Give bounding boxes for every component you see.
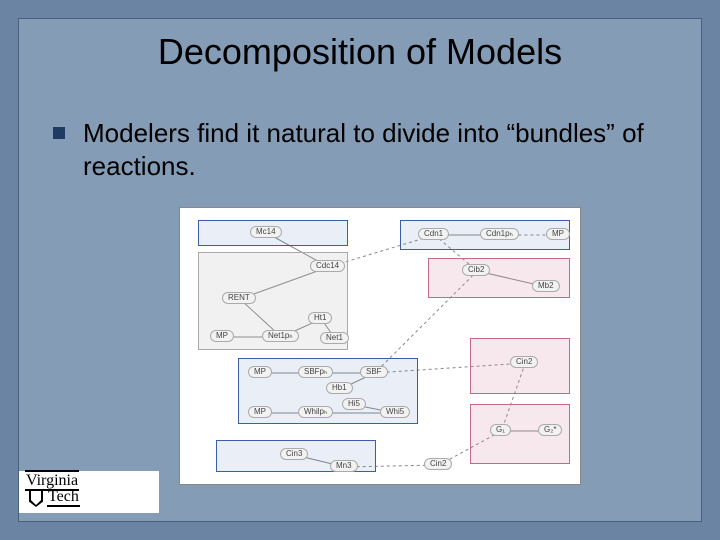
slide-frame: Decomposition of Models Modelers find it…	[18, 18, 702, 522]
diagram-node: Cin2	[424, 458, 452, 470]
model-diagram: Mc14 Cdc14 RENT MP Net1pₕ Ht1 Net1 Cdn1 Cdn1pₕ MP…	[179, 207, 581, 485]
logo-line2: Tech	[47, 489, 80, 507]
diagram-node: G₁	[490, 424, 511, 436]
logo-text: Virginia Tech	[25, 473, 80, 511]
diagram-node: Cin3	[280, 448, 308, 460]
diagram-node: Cdn1pₕ	[480, 228, 519, 240]
diagram-node: RENT	[222, 292, 256, 304]
bullet-icon	[53, 127, 65, 139]
diagram-node: G₂*	[538, 424, 562, 436]
diagram-node: Net1pₕ	[262, 330, 299, 342]
diagram-node: Ht1	[308, 312, 332, 324]
diagram-node: MP	[210, 330, 234, 342]
diagram-node: Mc14	[250, 226, 282, 238]
diagram-node: MP	[248, 406, 272, 418]
diagram-node: Net1	[320, 332, 349, 344]
diagram-node: Cdn1	[418, 228, 449, 240]
diagram-node: SBF	[360, 366, 388, 378]
vt-logo: Virginia Tech	[19, 471, 159, 513]
diagram-node: MP	[546, 228, 570, 240]
diagram-node: SBFpₕ	[298, 366, 333, 378]
diagram-node: Whi5	[380, 406, 410, 418]
diagram-node: Cib2	[462, 264, 490, 276]
diagram-node: Mb2	[532, 280, 560, 292]
diagram-node: MP	[248, 366, 272, 378]
body-row: Modelers find it natural to divide into …	[53, 117, 667, 182]
diagram-node: Cdc14	[310, 260, 345, 272]
bundle-box	[428, 258, 570, 298]
shield-icon	[29, 489, 43, 507]
diagram-node: Hi5	[342, 398, 366, 410]
diagram-node: Whilpₕ	[298, 406, 333, 418]
diagram-node: Cin2	[510, 356, 538, 368]
diagram-node: Hb1	[326, 382, 353, 394]
slide-title: Decomposition of Models	[19, 31, 701, 73]
body-text: Modelers find it natural to divide into …	[83, 117, 667, 182]
diagram-node: Mn3	[330, 460, 358, 472]
